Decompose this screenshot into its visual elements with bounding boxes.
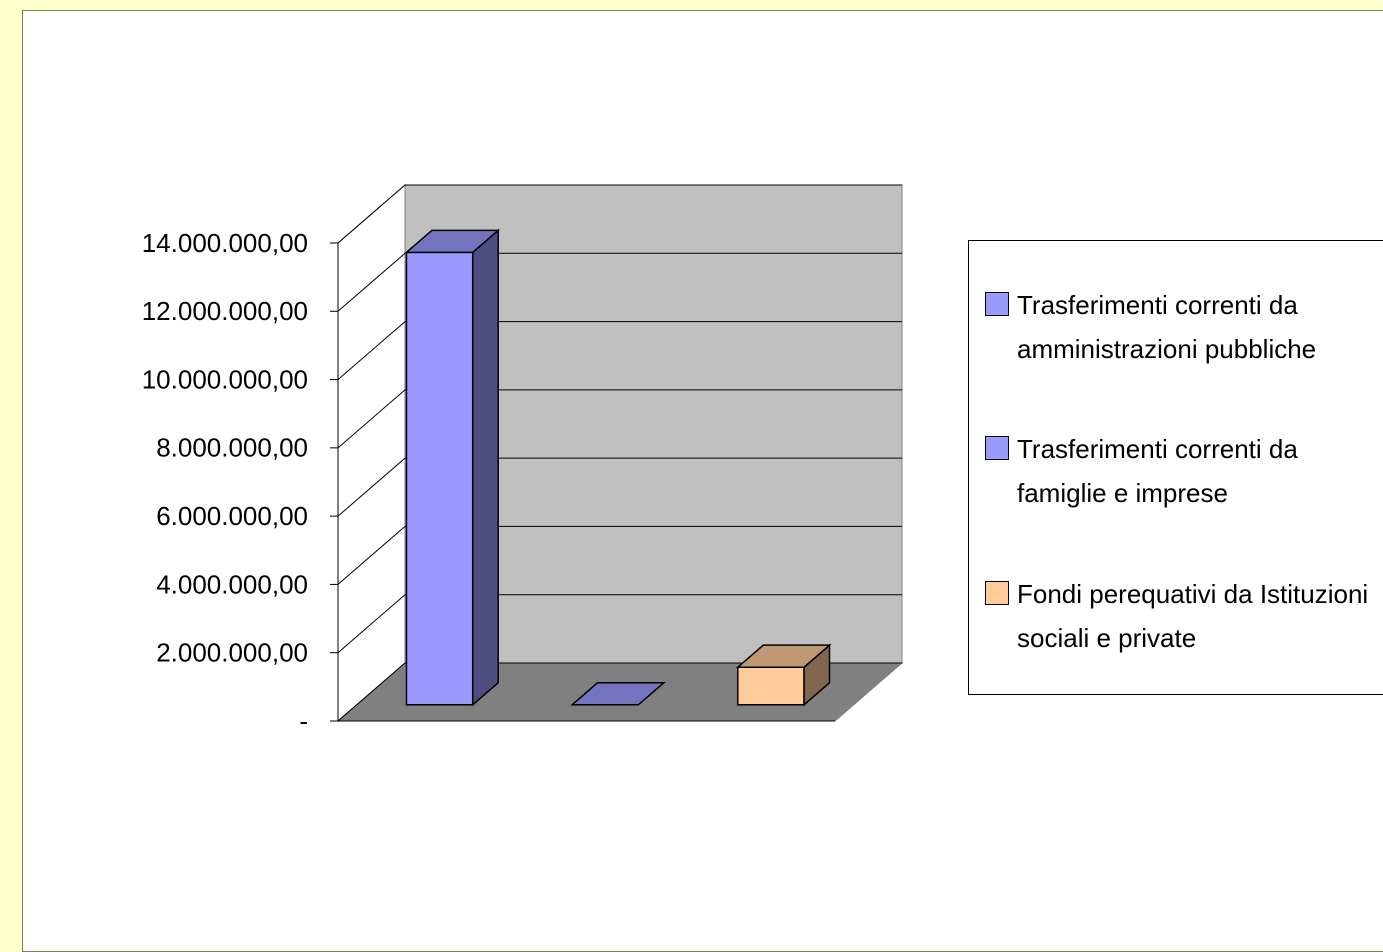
- bar-side: [471, 228, 499, 707]
- grid-line: [337, 526, 406, 585]
- legend-entry: Fondi perequativi da Istituzioni sociali…: [985, 572, 1383, 660]
- legend-label: Trasferimenti correnti da amministrazion…: [1017, 290, 1317, 365]
- legend-entry: Trasferimenti correnti da amministrazion…: [985, 283, 1383, 371]
- legend-swatch: [985, 436, 1009, 461]
- grid-line: [337, 662, 406, 722]
- bar: [404, 228, 501, 707]
- bar-front: [405, 251, 474, 706]
- bar: [735, 643, 832, 707]
- legend-label: Fondi perequativi da Istituzioni sociali…: [1017, 578, 1369, 653]
- grid-line: [337, 389, 406, 449]
- grid-line: [337, 457, 406, 517]
- grid-line: [337, 184, 406, 244]
- legend-label: Trasferimenti correnti da famiglie e imp…: [1017, 434, 1298, 509]
- y-tick-label: 14.000.000,00: [142, 228, 308, 258]
- chart: - 2.000.000,00 4.000.000,00 6.000.000,00 8.0…: [142, 183, 904, 736]
- y-tick-label: 12.000.000,00: [142, 296, 308, 326]
- y-tick-label: 10.000.000,00: [142, 364, 308, 394]
- y-tick-label: 2.000.000,00: [156, 638, 308, 668]
- legend-swatch: [985, 292, 1009, 317]
- legend-entry: Trasferimenti correnti da famiglie e imp…: [985, 427, 1383, 515]
- bar-top: [735, 644, 832, 668]
- y-tick-label: 6.000.000,00: [156, 501, 308, 531]
- bar-top: [570, 681, 666, 706]
- page: - 2.000.000,00 4.000.000,00 6.000.000,00 8.0…: [22, 10, 1383, 952]
- grid-line: [337, 594, 406, 654]
- y-tick-label: 4.000.000,00: [156, 569, 308, 599]
- y-tick-label: -: [299, 706, 308, 736]
- bar: [570, 681, 666, 706]
- legend-swatch: [985, 580, 1009, 605]
- bar-front: [737, 666, 805, 706]
- y-tick-label: 8.000.000,00: [156, 433, 308, 463]
- grid-line: [337, 252, 406, 312]
- side-wall: [337, 183, 406, 723]
- bar-top: [404, 229, 501, 254]
- grid-line: [337, 321, 406, 380]
- legend: Trasferimenti correnti da amministrazion…: [968, 240, 1383, 695]
